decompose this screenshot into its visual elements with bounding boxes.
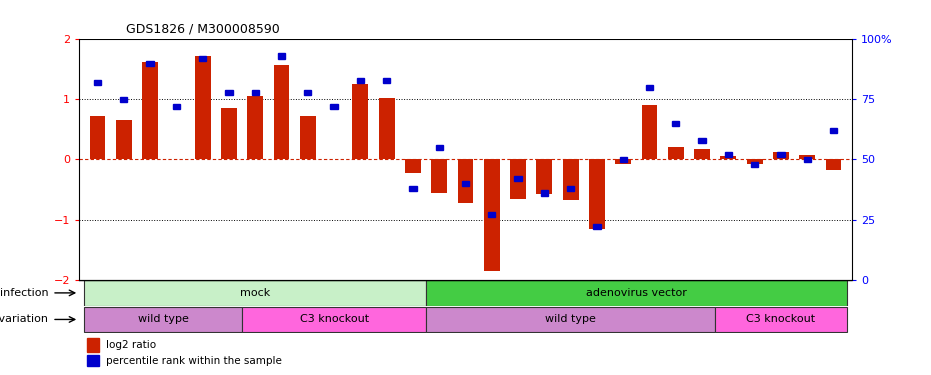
Bar [721, 156, 736, 159]
Bar [94, 80, 101, 86]
Bar [593, 224, 600, 230]
Text: wild type: wild type [138, 315, 189, 324]
Bar [615, 159, 631, 164]
Bar [695, 148, 710, 159]
Bar [800, 155, 815, 159]
Bar [751, 162, 758, 167]
Bar [379, 98, 395, 159]
Text: C3 knockout: C3 knockout [300, 315, 369, 324]
Bar [85, 307, 242, 332]
Bar [724, 152, 732, 157]
Bar [277, 54, 285, 59]
Bar [462, 181, 469, 186]
Bar [515, 176, 521, 182]
Bar [87, 338, 100, 352]
Bar [87, 356, 100, 366]
Text: genotype/variation: genotype/variation [0, 315, 48, 324]
Bar [405, 159, 421, 173]
Bar [436, 145, 443, 150]
Bar [484, 159, 500, 271]
Bar [562, 159, 578, 200]
Bar [331, 104, 338, 110]
Bar [357, 78, 364, 83]
Bar [668, 147, 683, 159]
Bar [146, 61, 154, 66]
Bar [541, 190, 548, 196]
Bar [120, 97, 128, 102]
Bar [510, 159, 526, 198]
Bar [672, 121, 680, 126]
Bar [458, 159, 473, 203]
Bar [773, 152, 789, 159]
Bar [242, 307, 426, 332]
Bar [410, 186, 416, 191]
Text: percentile rank within the sample: percentile rank within the sample [106, 356, 282, 366]
Bar [698, 138, 706, 143]
Bar [777, 152, 785, 157]
Bar [173, 104, 180, 110]
Bar [488, 212, 495, 217]
Bar [589, 159, 605, 229]
Text: wild type: wild type [546, 315, 596, 324]
Text: C3 knockout: C3 knockout [747, 315, 816, 324]
Bar [116, 120, 131, 159]
Bar [199, 56, 207, 61]
Bar [274, 64, 290, 159]
Bar [641, 105, 657, 159]
Bar [826, 159, 842, 170]
Bar [248, 96, 263, 159]
Text: GDS1826 / M300008590: GDS1826 / M300008590 [126, 22, 279, 36]
Bar [567, 186, 574, 191]
Bar [353, 84, 369, 159]
Bar [646, 85, 654, 90]
Bar [142, 62, 158, 159]
Bar [300, 116, 316, 159]
Bar [85, 280, 426, 306]
Bar [225, 90, 233, 95]
Text: infection: infection [0, 288, 48, 298]
Bar [803, 157, 811, 162]
Text: log2 ratio: log2 ratio [106, 340, 156, 350]
Bar [195, 56, 210, 159]
Bar [431, 159, 447, 192]
Bar [747, 159, 762, 164]
Bar [221, 108, 236, 159]
Bar [304, 90, 312, 95]
Bar [383, 78, 390, 83]
Bar [536, 159, 552, 194]
Bar [426, 280, 846, 306]
Bar [89, 116, 105, 159]
Text: adenovirus vector: adenovirus vector [586, 288, 687, 298]
Text: mock: mock [240, 288, 270, 298]
Bar [619, 157, 627, 162]
Bar [715, 307, 846, 332]
Bar [426, 307, 715, 332]
Bar [251, 90, 259, 95]
Bar [830, 128, 837, 134]
